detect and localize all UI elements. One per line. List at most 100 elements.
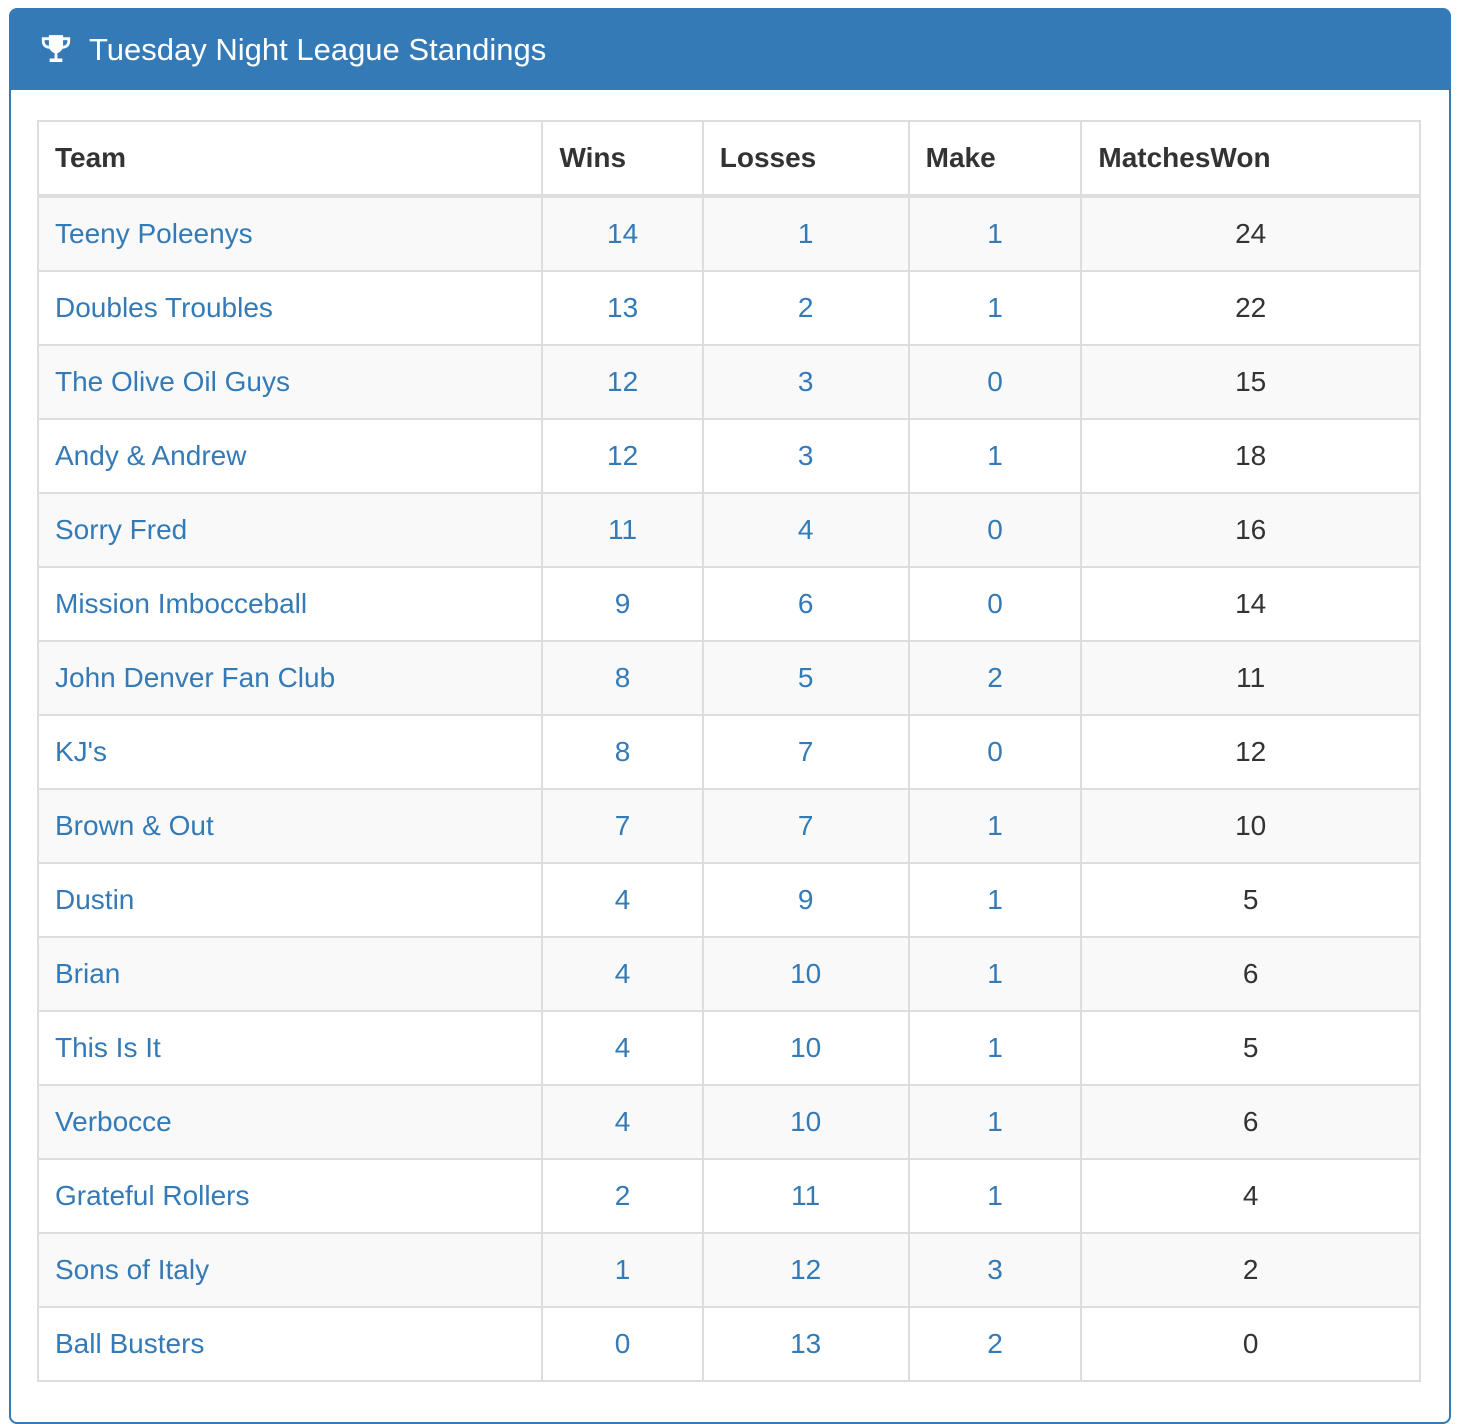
team-cell: The Olive Oil Guys (36, 344, 544, 420)
losses-link[interactable]: 7 (797, 736, 814, 767)
make-link[interactable]: 1 (987, 292, 1003, 323)
make-link[interactable]: 1 (987, 1032, 1003, 1063)
team-cell: Sons of Italy (36, 1232, 544, 1308)
wins-link[interactable]: 14 (607, 218, 639, 249)
wins-link[interactable]: 4 (614, 958, 631, 989)
losses-link[interactable]: 1 (797, 218, 814, 249)
make-cell: 3 (907, 1232, 1083, 1308)
losses-link[interactable]: 12 (790, 1254, 822, 1285)
wins-link[interactable]: 9 (614, 588, 631, 619)
team-link[interactable]: Doubles Troubles (55, 292, 273, 323)
wins-cell: 4 (541, 1010, 704, 1086)
table-row: Dustin 4 9 1 5 (36, 862, 1421, 938)
wins-cell: 2 (541, 1158, 704, 1234)
wins-link[interactable]: 1 (614, 1254, 631, 1285)
wins-link[interactable]: 11 (608, 514, 638, 545)
make-link[interactable]: 1 (987, 218, 1003, 249)
table-row: Brian 4 10 1 6 (36, 936, 1421, 1012)
wins-link[interactable]: 4 (614, 1106, 631, 1137)
make-cell: 1 (907, 1158, 1083, 1234)
table-row: Verbocce 4 10 1 6 (36, 1084, 1421, 1160)
losses-link[interactable]: 13 (790, 1328, 822, 1359)
team-link[interactable]: John Denver Fan Club (55, 662, 336, 693)
make-link[interactable]: 0 (987, 514, 1003, 545)
make-cell: 2 (907, 1306, 1083, 1382)
losses-cell: 5 (701, 640, 910, 716)
wins-link[interactable]: 7 (614, 810, 631, 841)
losses-link[interactable]: 11 (791, 1180, 821, 1211)
team-link[interactable]: Brown & Out (55, 810, 214, 841)
losses-link[interactable]: 9 (797, 884, 814, 915)
make-link[interactable]: 1 (987, 884, 1003, 915)
team-link[interactable]: Grateful Rollers (55, 1180, 250, 1211)
matches-won-value: 18 (1080, 418, 1421, 494)
column-header-wins: Wins (541, 120, 704, 198)
losses-cell: 3 (701, 344, 910, 420)
losses-cell: 10 (701, 1084, 910, 1160)
team-link[interactable]: Mission Imbocceball (55, 588, 308, 619)
losses-link[interactable]: 2 (797, 292, 814, 323)
wins-cell: 12 (541, 418, 704, 494)
make-cell: 0 (907, 566, 1083, 642)
make-link[interactable]: 1 (987, 440, 1003, 471)
team-link[interactable]: The Olive Oil Guys (55, 366, 290, 397)
team-cell: Brian (36, 936, 544, 1012)
wins-link[interactable]: 4 (614, 884, 631, 915)
table-row: Sons of Italy 1 12 3 2 (36, 1232, 1421, 1308)
make-link[interactable]: 1 (987, 1106, 1003, 1137)
column-header-make: Make (907, 120, 1083, 198)
team-cell: Grateful Rollers (36, 1158, 544, 1234)
wins-link[interactable]: 12 (607, 366, 639, 397)
wins-link[interactable]: 4 (614, 1032, 631, 1063)
team-link[interactable]: Dustin (55, 884, 135, 915)
wins-link[interactable]: 8 (614, 662, 631, 693)
make-link[interactable]: 2 (987, 1328, 1003, 1359)
wins-cell: 4 (541, 862, 704, 938)
losses-link[interactable]: 10 (790, 958, 822, 989)
wins-link[interactable]: 8 (614, 736, 631, 767)
losses-link[interactable]: 3 (797, 366, 814, 397)
wins-cell: 13 (541, 270, 704, 346)
losses-cell: 2 (701, 270, 910, 346)
team-link[interactable]: Brian (55, 958, 121, 989)
matches-won-value: 16 (1080, 492, 1421, 568)
losses-link[interactable]: 3 (797, 440, 814, 471)
make-cell: 0 (907, 714, 1083, 790)
make-link[interactable]: 3 (987, 1254, 1003, 1285)
team-link[interactable]: Sorry Fred (55, 514, 188, 545)
wins-link[interactable]: 0 (614, 1328, 631, 1359)
make-link[interactable]: 0 (987, 588, 1003, 619)
make-cell: 1 (907, 788, 1083, 864)
make-link[interactable]: 0 (987, 366, 1003, 397)
losses-link[interactable]: 4 (797, 514, 814, 545)
make-cell: 1 (907, 862, 1083, 938)
losses-link[interactable]: 7 (797, 810, 814, 841)
team-link[interactable]: KJ's (55, 736, 108, 767)
losses-cell: 3 (701, 418, 910, 494)
make-cell: 1 (907, 1010, 1083, 1086)
losses-link[interactable]: 5 (797, 662, 814, 693)
matches-won-value: 15 (1080, 344, 1421, 420)
team-link[interactable]: This Is It (55, 1032, 161, 1063)
losses-link[interactable]: 10 (790, 1032, 822, 1063)
team-link[interactable]: Sons of Italy (55, 1254, 210, 1285)
wins-link[interactable]: 2 (614, 1180, 631, 1211)
team-link[interactable]: Andy & Andrew (55, 440, 247, 471)
matches-won-value: 14 (1080, 566, 1421, 642)
losses-link[interactable]: 6 (797, 588, 814, 619)
make-link[interactable]: 2 (987, 662, 1003, 693)
make-link[interactable]: 1 (987, 958, 1003, 989)
make-link[interactable]: 1 (987, 1180, 1003, 1211)
panel-header: Tuesday Night League Standings (11, 10, 1449, 90)
make-link[interactable]: 1 (987, 810, 1003, 841)
losses-link[interactable]: 10 (790, 1106, 822, 1137)
team-link[interactable]: Teeny Poleenys (55, 218, 253, 249)
make-link[interactable]: 0 (987, 736, 1003, 767)
team-cell: Sorry Fred (36, 492, 544, 568)
team-cell: John Denver Fan Club (36, 640, 544, 716)
team-link[interactable]: Verbocce (55, 1106, 172, 1137)
wins-cell: 8 (541, 640, 704, 716)
wins-link[interactable]: 13 (607, 292, 639, 323)
team-link[interactable]: Ball Busters (55, 1328, 205, 1359)
wins-link[interactable]: 12 (607, 440, 639, 471)
